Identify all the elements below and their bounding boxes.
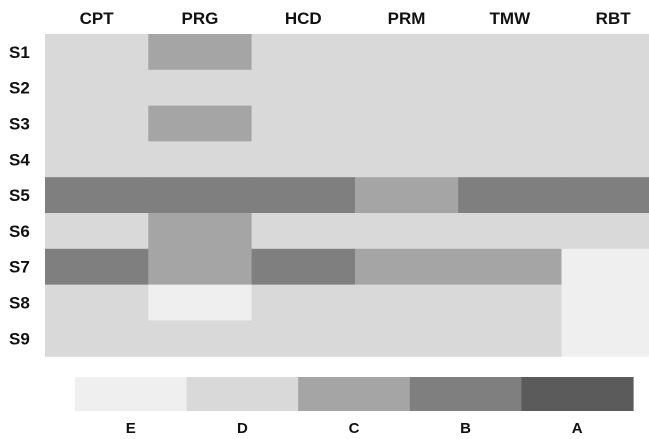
cell-S5-RBT — [561, 177, 649, 214]
cell-S3-PRM — [354, 105, 459, 142]
cell-S1-CPT — [45, 34, 149, 71]
cell-S6-RBT — [561, 213, 649, 250]
cell-S9-TMW — [458, 320, 563, 357]
legend-label-a: A — [572, 420, 583, 437]
cell-S1-PRG — [148, 34, 253, 71]
row-label-s7: S7 — [9, 258, 30, 277]
cell-S7-HCD — [251, 248, 356, 286]
legend-swatch-b — [409, 377, 522, 411]
cell-S7-CPT — [45, 248, 149, 286]
row-label-s6: S6 — [9, 222, 30, 241]
cell-S1-PRM — [354, 34, 459, 71]
cell-S4-HCD — [251, 141, 356, 178]
cell-S6-HCD — [251, 213, 356, 250]
cell-S7-PRM — [354, 248, 459, 286]
cell-S4-PRM — [354, 141, 459, 178]
cell-S8-HCD — [251, 284, 356, 321]
row-label-s8: S8 — [9, 294, 30, 313]
legend-label-e: E — [126, 420, 136, 437]
cell-S6-TMW — [458, 213, 563, 250]
legend-label-c: C — [349, 420, 360, 437]
row-label-s5: S5 — [9, 186, 30, 205]
cell-S9-PRM — [354, 320, 459, 357]
column-label-prg: PRG — [182, 9, 219, 28]
cell-S2-HCD — [251, 69, 356, 107]
cell-S6-CPT — [45, 213, 149, 250]
legend-swatch-d — [186, 377, 299, 411]
cell-S3-HCD — [251, 105, 356, 142]
cell-S2-CPT — [45, 69, 149, 107]
cell-S3-PRG — [148, 105, 253, 142]
row-label-s3: S3 — [9, 115, 30, 134]
legend-swatch-e — [75, 377, 188, 411]
row-label-s4: S4 — [9, 150, 30, 169]
cell-S8-RBT — [561, 284, 649, 321]
cell-S8-CPT — [45, 284, 149, 321]
cell-S4-RBT — [561, 141, 649, 178]
cell-S5-PRG — [148, 177, 253, 214]
legend-label-b: B — [460, 420, 471, 437]
row-label-s9: S9 — [9, 329, 30, 348]
cell-S4-CPT — [45, 141, 149, 178]
cell-S8-PRM — [354, 284, 459, 321]
column-label-cpt: CPT — [80, 9, 115, 28]
legend-label-d: D — [237, 420, 248, 437]
cell-S8-TMW — [458, 284, 563, 321]
cell-S1-RBT — [561, 34, 649, 71]
cell-S7-TMW — [458, 248, 563, 286]
cell-S3-RBT — [561, 105, 649, 142]
row-labels: S1 S2 S3 S4 S5 S6 S7 S8 S9 — [9, 43, 30, 348]
heatmap-cells — [45, 34, 649, 357]
column-label-rbt: RBT — [596, 9, 632, 28]
cell-S5-HCD — [251, 177, 356, 214]
column-label-tmw: TMW — [490, 9, 532, 28]
column-labels: CPT PRG HCD PRM TMW RBT — [80, 9, 632, 28]
cell-S3-CPT — [45, 105, 149, 142]
cell-S5-CPT — [45, 177, 149, 214]
cell-S9-PRG — [148, 320, 253, 357]
cell-S2-TMW — [458, 69, 563, 107]
cell-S8-PRG — [148, 284, 253, 321]
cell-S2-PRG — [148, 69, 253, 107]
cell-S5-TMW — [458, 177, 563, 214]
cell-S1-TMW — [458, 34, 563, 71]
cell-S4-PRG — [148, 141, 253, 178]
cell-S6-PRG — [148, 213, 253, 250]
column-label-hcd: HCD — [285, 9, 322, 28]
cell-S2-PRM — [354, 69, 459, 107]
cell-S3-TMW — [458, 105, 563, 142]
column-label-prm: PRM — [388, 9, 426, 28]
cell-S1-HCD — [251, 34, 356, 71]
cell-S9-CPT — [45, 320, 149, 357]
cell-S2-RBT — [561, 69, 649, 107]
cell-S9-RBT — [561, 320, 649, 357]
cell-S5-PRM — [354, 177, 459, 214]
row-label-s1: S1 — [9, 43, 30, 62]
cell-S9-HCD — [251, 320, 356, 357]
cell-S7-RBT — [561, 248, 649, 286]
cell-S6-PRM — [354, 213, 459, 250]
cell-S4-TMW — [458, 141, 563, 178]
row-label-s2: S2 — [9, 79, 30, 98]
legend-swatch-a — [521, 377, 634, 411]
legend-swatch-c — [298, 377, 411, 411]
cell-S7-PRG — [148, 248, 253, 286]
